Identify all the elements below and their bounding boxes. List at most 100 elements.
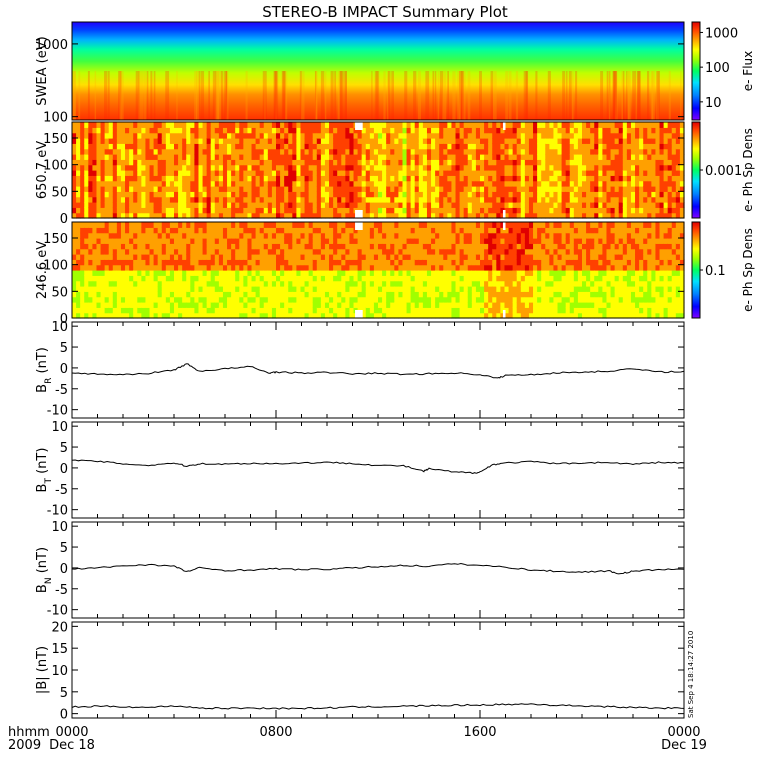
spectro-cell xyxy=(288,143,293,150)
spectro-cell xyxy=(247,259,253,266)
spectro-cell xyxy=(84,222,89,228)
spectro-cell xyxy=(259,175,265,182)
spectro-cell xyxy=(471,143,477,150)
spectro-cell xyxy=(516,143,522,150)
spectro-cell xyxy=(471,212,477,219)
spectro-cell xyxy=(300,248,306,255)
spectro-cell xyxy=(594,186,599,192)
spectro-cell xyxy=(308,175,314,182)
spectro-cell xyxy=(104,148,110,155)
spectro-cell xyxy=(451,170,457,176)
spectro-cell xyxy=(153,164,159,171)
spectro-cell xyxy=(533,175,538,182)
spectro-cell xyxy=(390,264,395,271)
spectro-cell xyxy=(553,164,559,171)
spectro-cell xyxy=(373,248,379,255)
spectro-cell xyxy=(643,164,648,171)
spectro-cell xyxy=(239,148,244,155)
spectro-cell xyxy=(439,127,444,134)
spectro-cell xyxy=(129,186,134,192)
spectro-cell xyxy=(202,186,208,192)
spectro-cell xyxy=(206,296,212,303)
spectro-cell xyxy=(610,138,616,144)
spectro-cell xyxy=(80,243,85,250)
spectro-cell xyxy=(349,196,355,203)
spectro-cell xyxy=(341,291,346,298)
spectro-cell xyxy=(565,180,571,187)
spectro-cell xyxy=(92,302,98,308)
spectro-cell xyxy=(528,191,534,198)
spectro-cell xyxy=(484,248,489,255)
spectro-cell xyxy=(190,191,195,198)
spectro-cell xyxy=(174,270,179,276)
spectro-cell xyxy=(369,148,375,155)
spectro-cell xyxy=(341,286,346,292)
spectro-cell xyxy=(206,138,212,144)
spectro-cell xyxy=(431,138,436,144)
spectro-cell xyxy=(439,238,444,244)
spectro-cell xyxy=(439,312,444,319)
spectro-cell xyxy=(553,180,559,187)
spectro-cell xyxy=(553,138,559,144)
swea-streak xyxy=(198,71,201,120)
spectro-cell xyxy=(496,270,501,276)
spectro-cell xyxy=(679,138,685,144)
spectro-cell xyxy=(329,243,334,250)
spectro-cell xyxy=(390,248,395,255)
spectro-cell xyxy=(516,275,522,282)
spectro-cell xyxy=(361,243,367,250)
spectro-cell xyxy=(577,154,583,160)
spectro-cell xyxy=(475,127,481,134)
spectro-cell xyxy=(300,254,306,260)
spectro-cell xyxy=(296,254,302,260)
spectro-cell xyxy=(471,264,477,271)
spectro-cell xyxy=(382,191,387,198)
spectro-cell xyxy=(174,259,179,266)
spectro-cell xyxy=(475,302,481,308)
spectro-cell xyxy=(312,259,318,266)
spectro-cell xyxy=(149,180,155,187)
spectro-cell xyxy=(153,138,159,144)
spectro-cell xyxy=(149,138,155,144)
spectro-cell xyxy=(104,243,110,250)
spectro-cell xyxy=(369,170,375,176)
spectro-cell xyxy=(100,154,106,160)
spectro-cell xyxy=(231,164,236,171)
spectro-cell xyxy=(512,248,518,255)
spectro-cell xyxy=(557,175,563,182)
spectro-cell xyxy=(345,296,351,303)
spectro-cell xyxy=(145,207,151,214)
spectro-cell xyxy=(255,248,261,255)
spectro-cell xyxy=(463,143,469,150)
spectro-cell xyxy=(320,212,326,219)
spectro-cell xyxy=(161,291,167,298)
spectro-cell xyxy=(443,291,448,298)
spectro-cell xyxy=(239,196,244,203)
spectro-cell xyxy=(431,312,436,319)
spectro-cell xyxy=(459,222,465,228)
swea-streak xyxy=(447,71,449,120)
spectro-cell xyxy=(406,148,412,155)
y-tick-label: 50 xyxy=(51,185,68,200)
spectro-cell xyxy=(516,122,522,128)
spectro-cell xyxy=(149,202,155,208)
spectro-cell xyxy=(443,180,448,187)
spectro-cell xyxy=(679,196,685,203)
spectro-cell xyxy=(137,280,142,287)
spectro-cell xyxy=(288,275,293,282)
spectro-cell xyxy=(235,232,240,239)
spectro-cell xyxy=(410,243,416,250)
spectro-cell xyxy=(602,212,608,219)
spectro-cell xyxy=(459,238,465,244)
spectro-cell xyxy=(337,191,342,198)
spectro-cell xyxy=(516,180,522,187)
spectro-cell xyxy=(145,280,151,287)
spectro-cell xyxy=(227,202,232,208)
spectro-cell xyxy=(157,238,163,244)
spectro-cell xyxy=(120,127,126,134)
spectro-cell xyxy=(398,254,404,260)
spectro-cell xyxy=(72,159,77,166)
spectro-cell xyxy=(96,280,102,287)
spectro-cell xyxy=(194,232,200,239)
spectro-cell xyxy=(227,127,232,134)
